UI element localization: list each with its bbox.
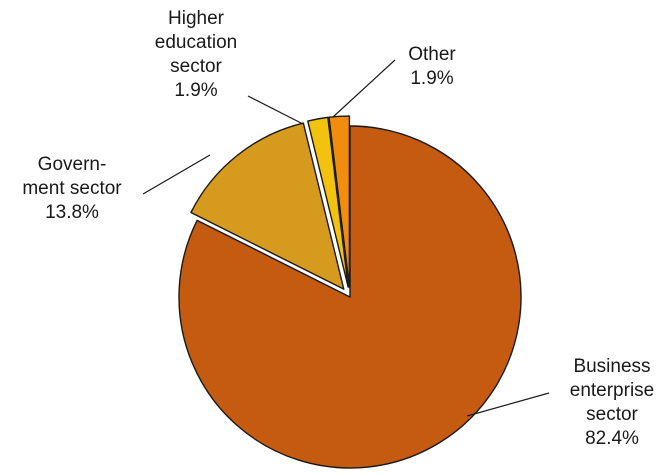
slice-label-1: Govern-ment sector 13.8% bbox=[22, 154, 122, 223]
slice-name-line: Business bbox=[573, 356, 650, 377]
slice-name-line: ment sector bbox=[22, 178, 122, 199]
pie-slice-2 bbox=[307, 116, 349, 288]
leader-line-0 bbox=[466, 392, 550, 417]
pie-slice-3 bbox=[328, 115, 351, 288]
slice-value-label: 1.9% bbox=[174, 80, 217, 101]
slice-name-line: Govern- bbox=[38, 154, 107, 175]
slice-name-line: sector bbox=[586, 404, 638, 425]
slice-value-label: 13.8% bbox=[45, 202, 99, 223]
slice-value-label: 1.9% bbox=[410, 68, 453, 89]
slices-layer bbox=[178, 115, 522, 469]
leader-lines-layer bbox=[142, 59, 550, 417]
labels-layer: Business enterprise sector 82.4% Govern-ment… bbox=[22, 8, 654, 449]
leader-line-2 bbox=[247, 95, 304, 125]
pie-slice-0 bbox=[178, 125, 522, 469]
pie-slice-1 bbox=[190, 122, 345, 290]
slice-label-3: Other 1.9% bbox=[408, 44, 456, 89]
slice-name-line: enterprise bbox=[570, 380, 655, 401]
leader-line-1 bbox=[142, 154, 211, 195]
slice-value-label: 82.4% bbox=[585, 428, 639, 449]
slice-name-line: sector bbox=[170, 56, 222, 77]
slice-name-line: Higher bbox=[168, 8, 225, 29]
leader-line-3 bbox=[332, 59, 396, 118]
slice-label-2: Higher education sector 1.9% bbox=[155, 8, 237, 101]
slice-name-line: Other bbox=[408, 44, 456, 65]
slice-name-line: education bbox=[155, 32, 237, 53]
slice-label-0: Business enterprise sector 82.4% bbox=[570, 356, 655, 449]
